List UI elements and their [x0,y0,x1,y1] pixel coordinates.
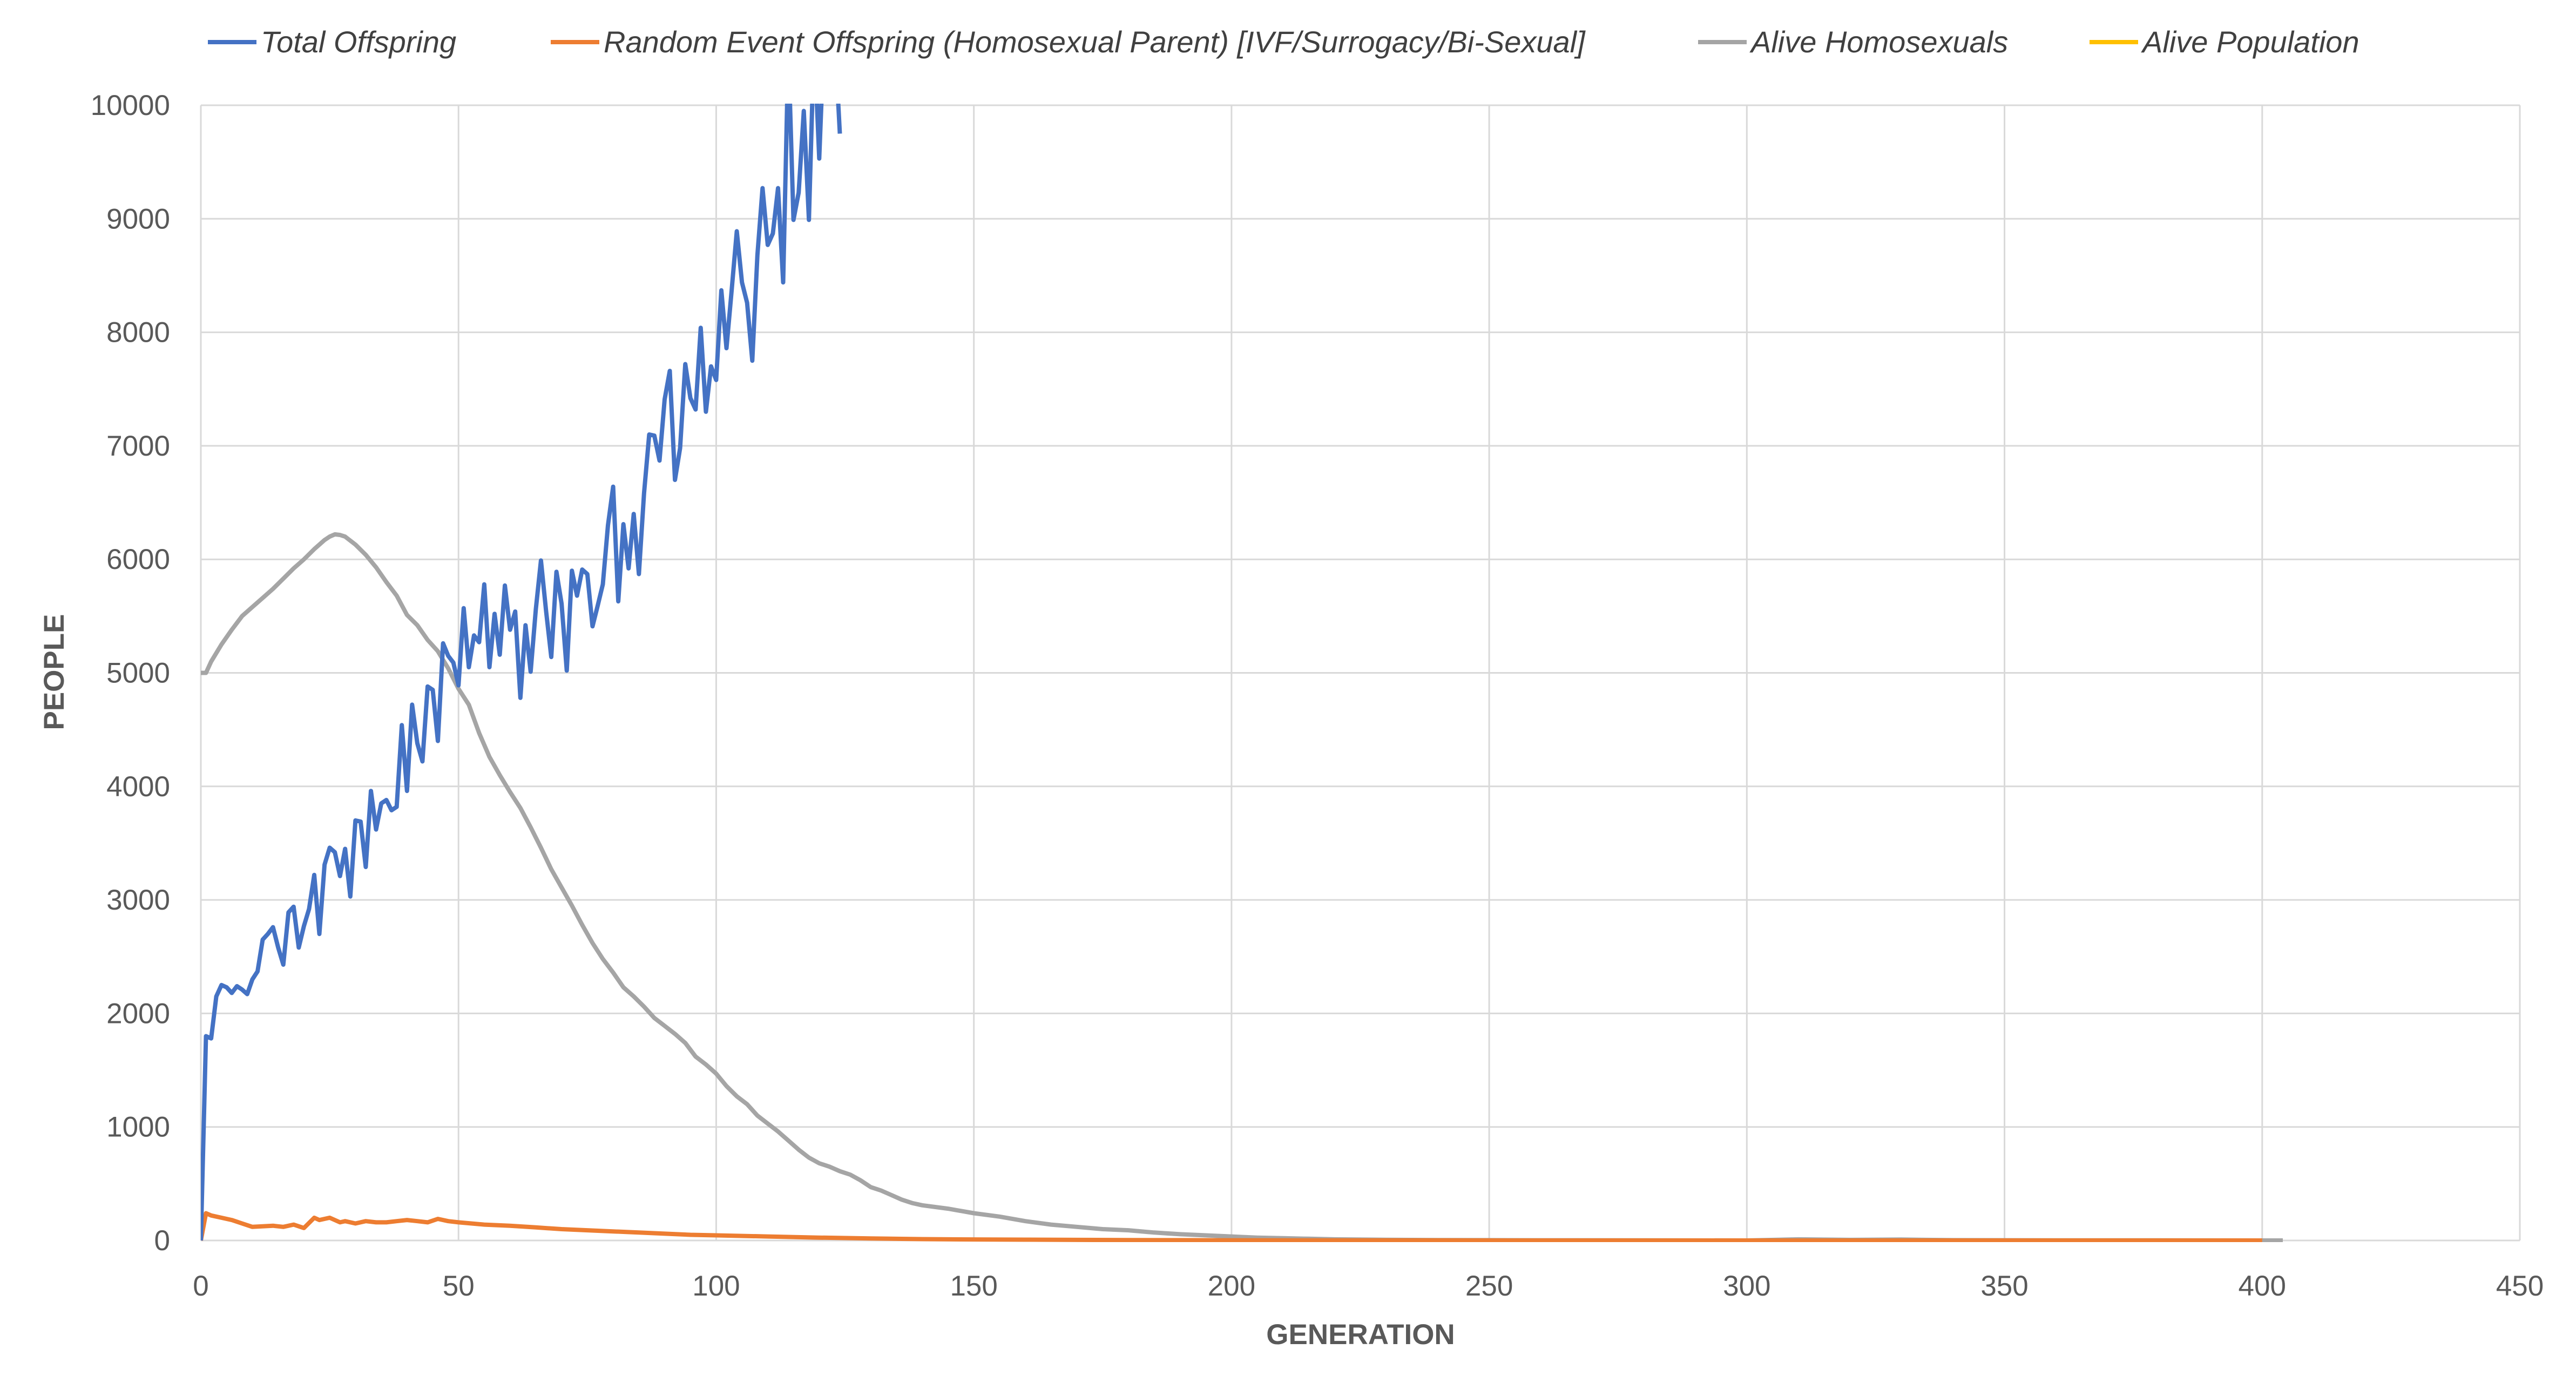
legend: Total Offspring Random Event Offspring (H… [208,25,2359,59]
x-tick-label: 450 [2496,1270,2544,1302]
x-tick-label: 400 [2239,1270,2286,1302]
series-layer [201,104,2283,1242]
legend-label-0: Total Offspring [261,25,456,59]
y-tick-label: 7000 [106,430,170,462]
y-tick-label: 1000 [106,1111,170,1143]
series-line-1 [201,1211,2262,1242]
series-group [201,104,2283,1242]
y-tick-label: 2000 [106,998,170,1029]
x-axis-title: GENERATION [1266,1319,1455,1351]
y-tick-label: 9000 [106,203,170,235]
x-axis-ticks: 0 50 100 150 200 250 300 350 400 450 [193,1270,2544,1302]
y-tick-label: 6000 [106,544,170,575]
y-tick-label: 0 [154,1225,170,1257]
x-tick-label: 0 [193,1270,208,1302]
y-tick-label: 5000 [106,657,170,689]
series-line-0 [201,104,842,1241]
series-line-2 [201,532,2283,1242]
x-tick-label: 50 [443,1270,475,1302]
legend-label-2: Alive Homosexuals [1749,25,2008,59]
y-tick-label: 3000 [106,884,170,916]
x-tick-label: 250 [1465,1270,1513,1302]
legend-label-3: Alive Population [2141,25,2359,59]
y-tick-label: 4000 [106,771,170,803]
y-tick-label: 8000 [106,317,170,349]
y-axis-title: PEOPLE [38,614,70,730]
y-tick-label: 10000 [91,90,170,121]
x-tick-label: 150 [950,1270,997,1302]
x-tick-label: 350 [1980,1270,2028,1302]
x-tick-label: 100 [692,1270,740,1302]
legend-label-1: Random Event Offspring (Homosexual Paren… [604,25,1586,59]
x-tick-label: 200 [1208,1270,1255,1302]
y-axis-ticks: 0 1000 2000 3000 4000 5000 6000 7000 8000 9000 100… [91,90,170,1257]
x-tick-label: 300 [1723,1270,1770,1302]
